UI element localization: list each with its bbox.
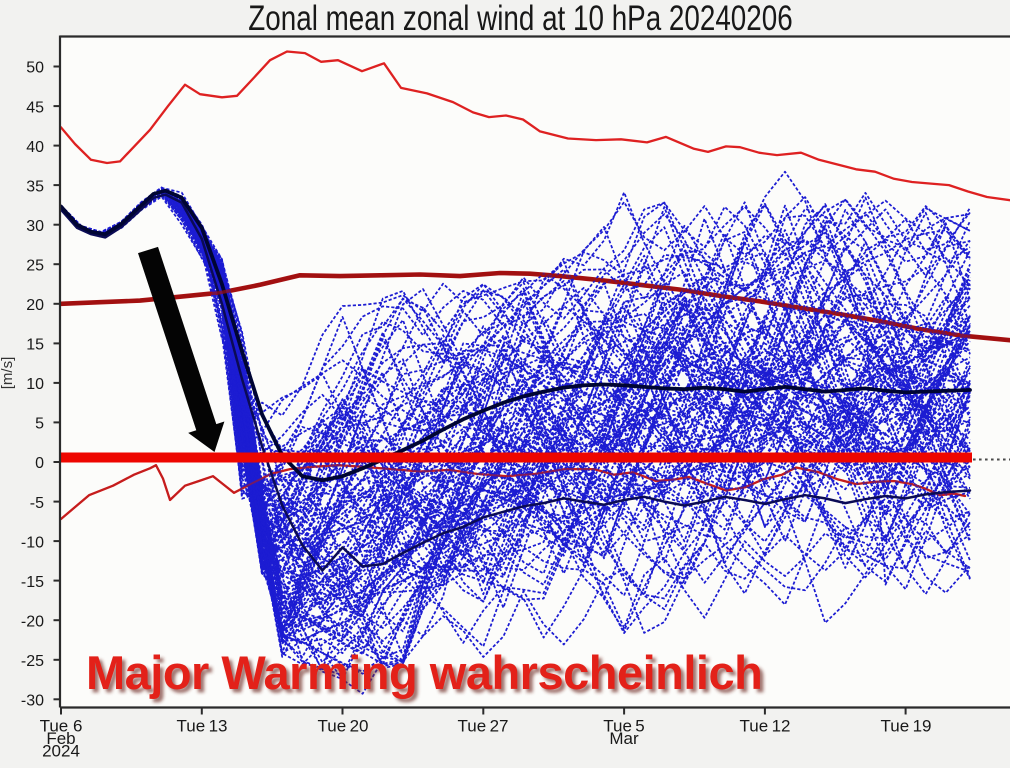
- svg-text:0: 0: [35, 455, 44, 472]
- svg-text:Tue 12: Tue 12: [740, 717, 791, 736]
- svg-text:Tue 13: Tue 13: [177, 717, 228, 736]
- svg-text:-25: -25: [21, 653, 44, 670]
- svg-text:10: 10: [26, 376, 44, 393]
- svg-text:25: 25: [26, 257, 44, 274]
- svg-text:Tue 20: Tue 20: [318, 717, 369, 736]
- svg-text:Major Warming wahrscheinlich: Major Warming wahrscheinlich: [86, 646, 762, 699]
- svg-text:[m/s]: [m/s]: [0, 357, 16, 390]
- svg-text:Feb: Feb: [46, 729, 75, 748]
- svg-text:35: 35: [26, 178, 44, 195]
- svg-text:15: 15: [26, 337, 44, 354]
- svg-text:Mar: Mar: [609, 729, 639, 748]
- svg-text:50: 50: [26, 60, 44, 77]
- svg-text:Tue 27: Tue 27: [458, 717, 509, 736]
- svg-text:20: 20: [26, 297, 44, 314]
- svg-text:45: 45: [26, 99, 44, 116]
- svg-text:5: 5: [35, 416, 44, 433]
- svg-text:-20: -20: [21, 613, 44, 630]
- svg-text:2024: 2024: [42, 742, 80, 761]
- svg-text:Zonal mean zonal wind at 10 hP: Zonal mean zonal wind at 10 hPa 20240206: [248, 0, 792, 38]
- svg-text:30: 30: [26, 218, 44, 235]
- svg-text:Tue 6: Tue 6: [40, 717, 83, 736]
- svg-text:Tue 5: Tue 5: [603, 717, 645, 736]
- svg-text:Tue 19: Tue 19: [881, 717, 932, 736]
- svg-text:-30: -30: [21, 693, 44, 710]
- svg-text:-15: -15: [21, 574, 44, 591]
- svg-text:40: 40: [26, 139, 44, 156]
- svg-text:-10: -10: [21, 534, 44, 551]
- svg-text:-5: -5: [30, 495, 44, 512]
- svg-text:Major Warming wahrscheinlich: Major Warming wahrscheinlich: [90, 650, 766, 703]
